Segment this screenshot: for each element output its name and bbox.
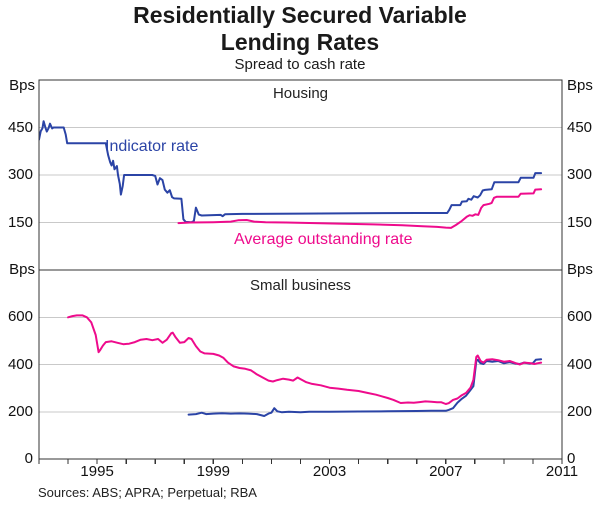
sources-note: Sources: ABS; APRA; Perpetual; RBA <box>38 485 257 500</box>
panel-label-small-business: Small business <box>250 277 351 294</box>
series-line-indicator-rate <box>39 120 543 224</box>
y-axis-label-left: 600 <box>7 308 33 326</box>
y-axis-label-right: 150 <box>567 213 593 231</box>
y-axis-label-left: 200 <box>7 402 33 420</box>
chart-title: Residentially Secured Variable Lending R… <box>0 2 600 56</box>
y-axis-label-right: 400 <box>567 355 593 373</box>
y-axis-label-right: 600 <box>567 308 593 326</box>
chart-subtitle: Spread to cash rate <box>234 56 366 73</box>
y-axis-label-right: 0 <box>567 450 576 467</box>
series-line-average-outstanding-rate <box>67 314 543 405</box>
annotation-indicator-rate: Indicator rate <box>105 138 199 155</box>
y-axis-label-right: 300 <box>567 166 593 183</box>
x-axis-label: 1999 <box>196 463 231 480</box>
unit-label-bottom-left: Bps <box>9 261 35 278</box>
y-axis-label-right: 200 <box>567 402 593 420</box>
unit-label-top-right: Bps <box>567 77 593 94</box>
unit-label-bottom-right: Bps <box>567 261 593 278</box>
x-axis-label: 2007 <box>429 463 463 480</box>
x-axis-label: 1995 <box>80 463 114 480</box>
y-axis-label-left: 150 <box>7 213 33 231</box>
x-axis-label: 2011 <box>545 463 579 480</box>
series-line-indicator-rate <box>187 358 543 417</box>
chart-title-line1: Residentially Secured Variable <box>133 2 467 28</box>
y-axis-label-left: 400 <box>7 355 33 373</box>
panel-label-housing: Housing <box>272 85 329 102</box>
chart-title-line2: Lending Rates <box>220 29 380 55</box>
x-axis-label: 2003 <box>312 463 347 480</box>
unit-label-top-left: Bps <box>9 77 35 94</box>
y-axis-label-left: 0 <box>24 450 33 467</box>
series-line-average-outstanding-rate <box>177 188 543 229</box>
y-axis-label-right: 450 <box>567 118 593 136</box>
y-axis-label-left: 450 <box>7 118 33 136</box>
annotation-average-outstanding-rate: Average outstanding rate <box>234 231 413 248</box>
y-axis-label-left: 300 <box>7 166 33 183</box>
